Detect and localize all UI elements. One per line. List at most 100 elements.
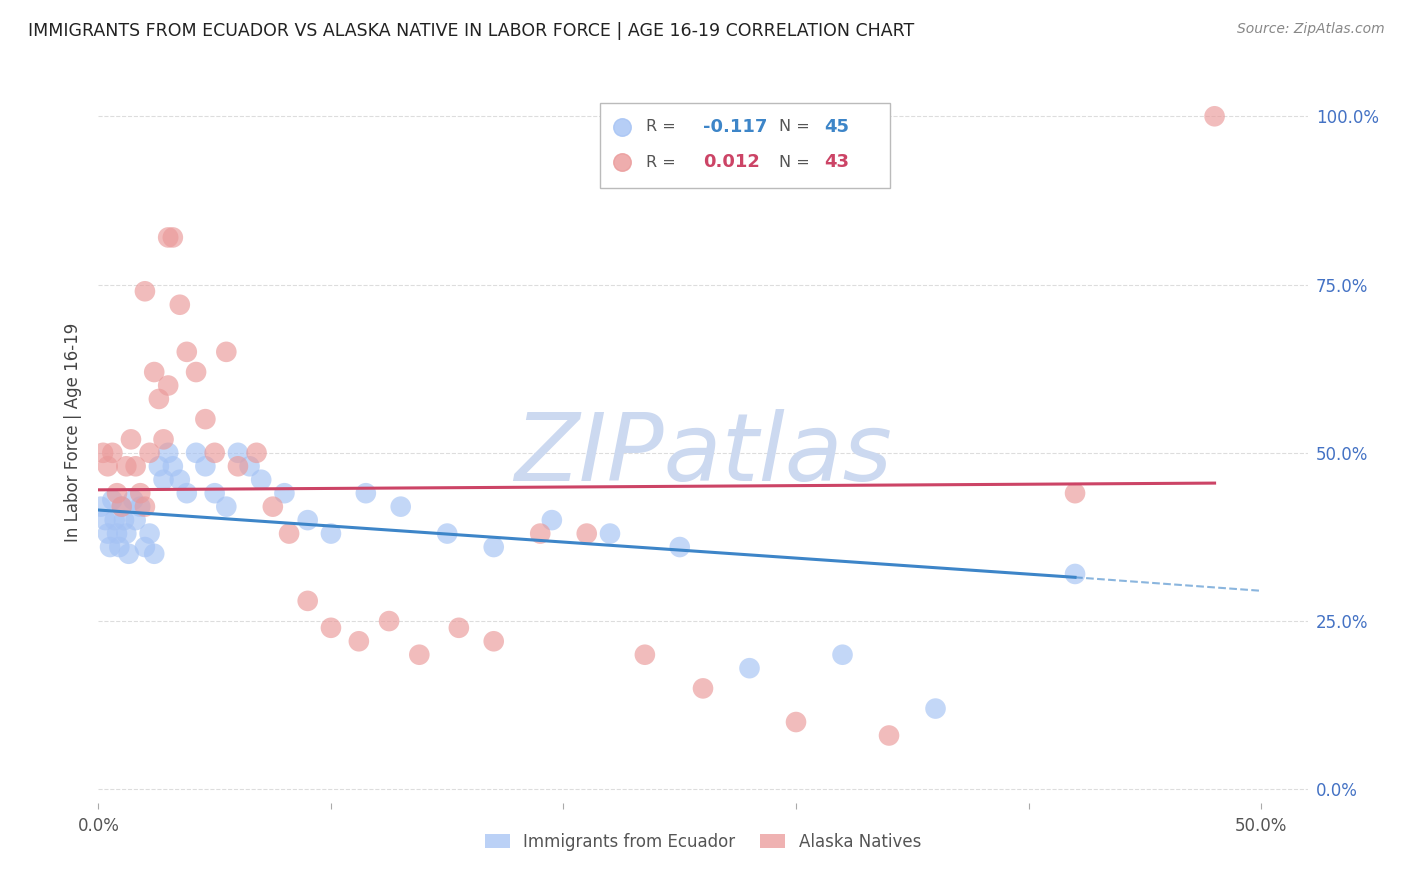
Point [148,459,170,474]
Point [785,714,807,729]
Point [215,344,238,359]
Point [108,540,131,554]
Point [94,513,117,527]
Point [97,526,120,541]
Text: N =: N = [779,120,815,135]
Legend: Immigrants from Ecuador, Alaska Natives: Immigrants from Ecuador, Alaska Natives [478,826,928,857]
Point [1064,486,1087,500]
Point [184,446,207,460]
Point [152,433,174,447]
Point [447,621,470,635]
Point [176,486,198,500]
Point [297,594,319,608]
Point [184,365,207,379]
Point [692,681,714,696]
Point [482,634,505,648]
Point [634,648,657,662]
Point [111,500,134,514]
Point [389,500,412,514]
Text: N =: N = [779,155,815,169]
Point [105,486,128,500]
Point [529,526,551,541]
Point [354,486,377,500]
Point [378,614,401,628]
Point [157,446,180,460]
Point [194,412,217,426]
Point [1094,168,1116,182]
Point [134,540,156,554]
Y-axis label: In Labor Force | Age 16-19: In Labor Force | Age 16-19 [65,323,83,542]
Point [347,634,370,648]
Point [124,513,146,527]
Point [134,500,156,514]
Point [91,446,114,460]
Point [226,459,249,474]
Text: 45: 45 [824,118,849,136]
Text: R =: R = [647,155,681,169]
Point [162,459,184,474]
Point [176,344,198,359]
Point [115,459,138,474]
Point [575,526,598,541]
Point [129,500,152,514]
Point [169,298,191,312]
Point [112,513,135,527]
Point [138,526,160,541]
Point [245,446,267,460]
Point [97,459,120,474]
Point [118,547,141,561]
Point [297,513,319,527]
Point [101,446,124,460]
Point [90,500,112,514]
Text: 43: 43 [824,153,849,171]
Point [924,701,946,715]
Point [215,500,238,514]
Point [831,648,853,662]
Text: -0.117: -0.117 [703,118,768,136]
Point [157,230,180,244]
Point [115,526,138,541]
Point [668,540,690,554]
Point [273,486,295,500]
Point [239,459,262,474]
Point [262,500,284,514]
Point [101,492,124,507]
Point [319,621,342,635]
Point [157,378,180,392]
Point [738,661,761,675]
Point [540,513,562,527]
Point [599,526,621,541]
Point [162,230,184,244]
Point [877,729,900,743]
Point [204,486,226,500]
Point [104,513,127,527]
Point [138,446,160,460]
Point [124,459,146,474]
Point [319,526,342,541]
Text: Source: ZipAtlas.com: Source: ZipAtlas.com [1237,22,1385,37]
Point [105,526,128,541]
Point [143,547,166,561]
Point [1064,566,1087,581]
Text: ZIPatlas: ZIPatlas [515,409,891,500]
Point [120,433,142,447]
Point [278,526,301,541]
Point [169,473,191,487]
Point [129,486,152,500]
Point [143,365,166,379]
Point [148,392,170,406]
Point [1094,200,1116,214]
Point [194,459,217,474]
Text: 0.012: 0.012 [703,153,759,171]
Point [482,540,505,554]
FancyBboxPatch shape [600,103,890,188]
Point [250,473,273,487]
Point [408,648,430,662]
Point [226,446,249,460]
Point [1204,109,1226,123]
Point [204,446,226,460]
Point [122,492,145,507]
Point [436,526,458,541]
Text: R =: R = [647,120,681,135]
Point [134,285,156,299]
